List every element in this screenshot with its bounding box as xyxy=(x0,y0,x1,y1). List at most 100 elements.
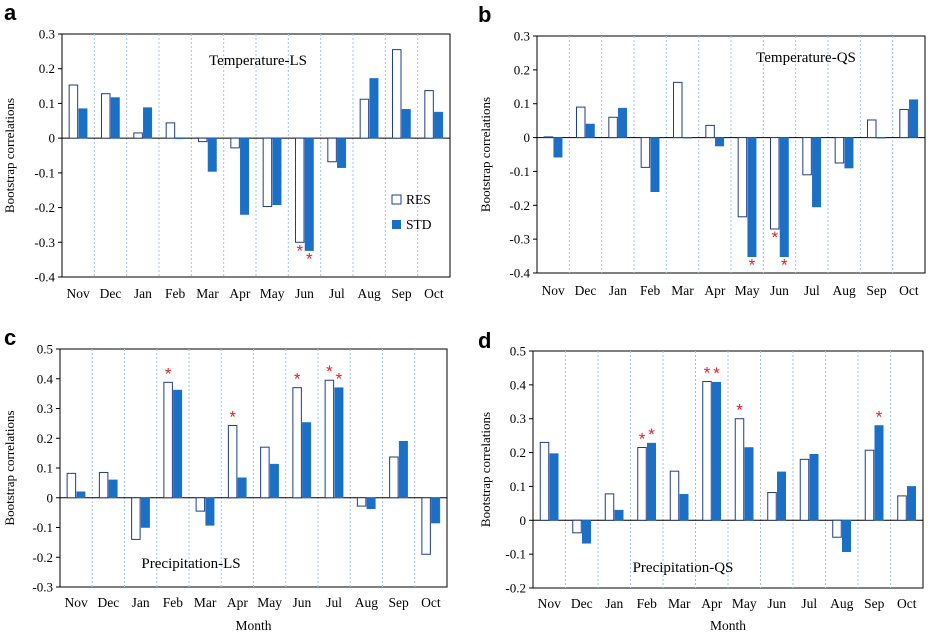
x-tick-label: Mar xyxy=(668,596,691,611)
significance-star: * xyxy=(876,407,883,426)
bar-std-sep xyxy=(876,137,886,139)
bar-res-jun xyxy=(292,387,302,499)
bar-std-jul xyxy=(334,387,344,498)
x-tick-label: Jan xyxy=(134,286,152,301)
bar-std-dec xyxy=(110,97,120,139)
x-tick-label: Feb xyxy=(640,283,661,298)
panel-title: Temperature-LS xyxy=(209,53,307,69)
legend-swatch-std xyxy=(392,220,401,229)
bar-res-mar xyxy=(195,497,206,512)
bar-res-oct xyxy=(897,495,907,521)
significance-star: * xyxy=(229,407,236,426)
x-tick-label: Oct xyxy=(424,286,444,301)
significance-star: * xyxy=(294,370,301,389)
y-tick-label: 0.3 xyxy=(37,401,53,416)
x-tick-label: Apr xyxy=(704,283,725,298)
significance-star: * xyxy=(336,370,343,389)
y-tick-label: 0.1 xyxy=(510,479,526,494)
y-tick-label: 0.5 xyxy=(510,344,526,359)
panel-title: Precipitation-QS xyxy=(633,560,734,576)
bar-res-jan xyxy=(133,132,143,139)
significance-star: * xyxy=(713,364,720,383)
y-tick-label: -0.4 xyxy=(509,266,530,281)
significance-star: * xyxy=(165,364,172,383)
significance-star: * xyxy=(771,228,778,247)
bar-std-aug xyxy=(366,497,376,510)
y-tick-label: -0.2 xyxy=(34,200,55,215)
panel-letter-d: d xyxy=(478,328,491,353)
panel-letter-a: a xyxy=(4,0,17,25)
legend: RES STD xyxy=(391,192,432,232)
bar-std-apr xyxy=(240,137,250,215)
x-tick-label: Nov xyxy=(67,286,90,301)
bar-res-nov xyxy=(68,84,79,139)
bar-std-jun xyxy=(304,137,314,251)
bar-res-jul xyxy=(802,137,812,176)
bar-res-aug xyxy=(832,519,842,538)
bar-res-apr xyxy=(705,124,715,139)
bar-res-nov xyxy=(66,472,77,499)
x-tick-label: Feb xyxy=(163,595,184,610)
bar-std-aug xyxy=(844,137,854,169)
x-tick-label: Jun xyxy=(770,283,789,298)
x-tick-label: Jun xyxy=(767,596,786,611)
bar-std-mar xyxy=(205,497,215,526)
bar-std-feb xyxy=(647,442,656,521)
bar-std-dec xyxy=(108,479,118,498)
y-tick-label: 0.2 xyxy=(514,62,530,77)
x-tick-label: Jul xyxy=(326,595,342,610)
x-tick-label: Nov xyxy=(65,595,88,610)
x-tick-label: Sep xyxy=(389,595,410,610)
bar-res-jun xyxy=(770,137,780,230)
bar-std-jul xyxy=(812,137,822,208)
bar-std-jan xyxy=(618,107,628,138)
y-tick-label: 0 xyxy=(524,130,531,145)
y-tick-label: -0.1 xyxy=(505,547,526,562)
x-tick-label: May xyxy=(257,595,282,610)
bar-res-may xyxy=(737,137,748,218)
x-tick-label: Feb xyxy=(637,596,658,611)
bar-res-feb xyxy=(165,122,176,139)
y-tick-label: 0.3 xyxy=(39,27,55,42)
bar-std-apr xyxy=(712,381,721,521)
y-tick-label: 0.1 xyxy=(39,96,55,111)
y-axis-title: Bootstrap correlations xyxy=(2,410,17,525)
bar-std-feb xyxy=(650,137,660,192)
bar-std-feb xyxy=(173,389,183,498)
bar-res-jul xyxy=(324,379,335,499)
x-tick-label: Apr xyxy=(227,595,248,610)
panel-letter-b: b xyxy=(478,2,491,27)
bar-std-oct xyxy=(431,497,441,524)
bar-res-jan xyxy=(131,497,141,540)
significance-star: * xyxy=(296,241,303,260)
plot-frame xyxy=(59,348,448,588)
x-tick-label: Jul xyxy=(801,596,817,611)
bar-res-jun xyxy=(767,492,777,521)
x-tick-label: Jul xyxy=(329,286,345,301)
y-tick-label: -0.2 xyxy=(505,581,526,596)
y-tick-label: -0.4 xyxy=(34,270,55,285)
y-tick-label: 0.1 xyxy=(514,96,530,111)
y-tick-label: -0.3 xyxy=(34,235,55,250)
x-tick-label: Dec xyxy=(98,595,120,610)
y-tick-label: 0.3 xyxy=(514,29,530,44)
bar-std-may xyxy=(744,447,754,521)
bar-std-mar xyxy=(207,137,217,172)
panel-c: c 0.5 0.4 0.3 0.2 0.1 0 -0.1 -0.2 -0.3 Bootstrap c… xyxy=(2,325,448,633)
y-tick-label: 0.2 xyxy=(37,431,53,446)
x-tick-label: Dec xyxy=(571,596,593,611)
bar-std-aug xyxy=(369,78,379,139)
bar-res-apr xyxy=(230,137,240,149)
x-tick-label: Aug xyxy=(355,595,378,610)
significance-star: * xyxy=(648,425,655,444)
panel-b: b 0.3 0.2 0.1 0 -0.1 -0.2 -0.3 -0.4 Bootstrap cor… xyxy=(478,2,926,298)
bar-std-mar xyxy=(682,137,692,139)
bar-std-apr xyxy=(237,477,247,499)
bar-std-may xyxy=(272,137,282,206)
bar-std-aug xyxy=(842,520,851,553)
x-axis-title: Month xyxy=(235,618,271,633)
x-tick-label: Dec xyxy=(575,283,597,298)
bar-std-nov xyxy=(76,491,86,498)
legend-label-res: RES xyxy=(406,192,431,207)
bar-res-oct xyxy=(424,90,434,139)
